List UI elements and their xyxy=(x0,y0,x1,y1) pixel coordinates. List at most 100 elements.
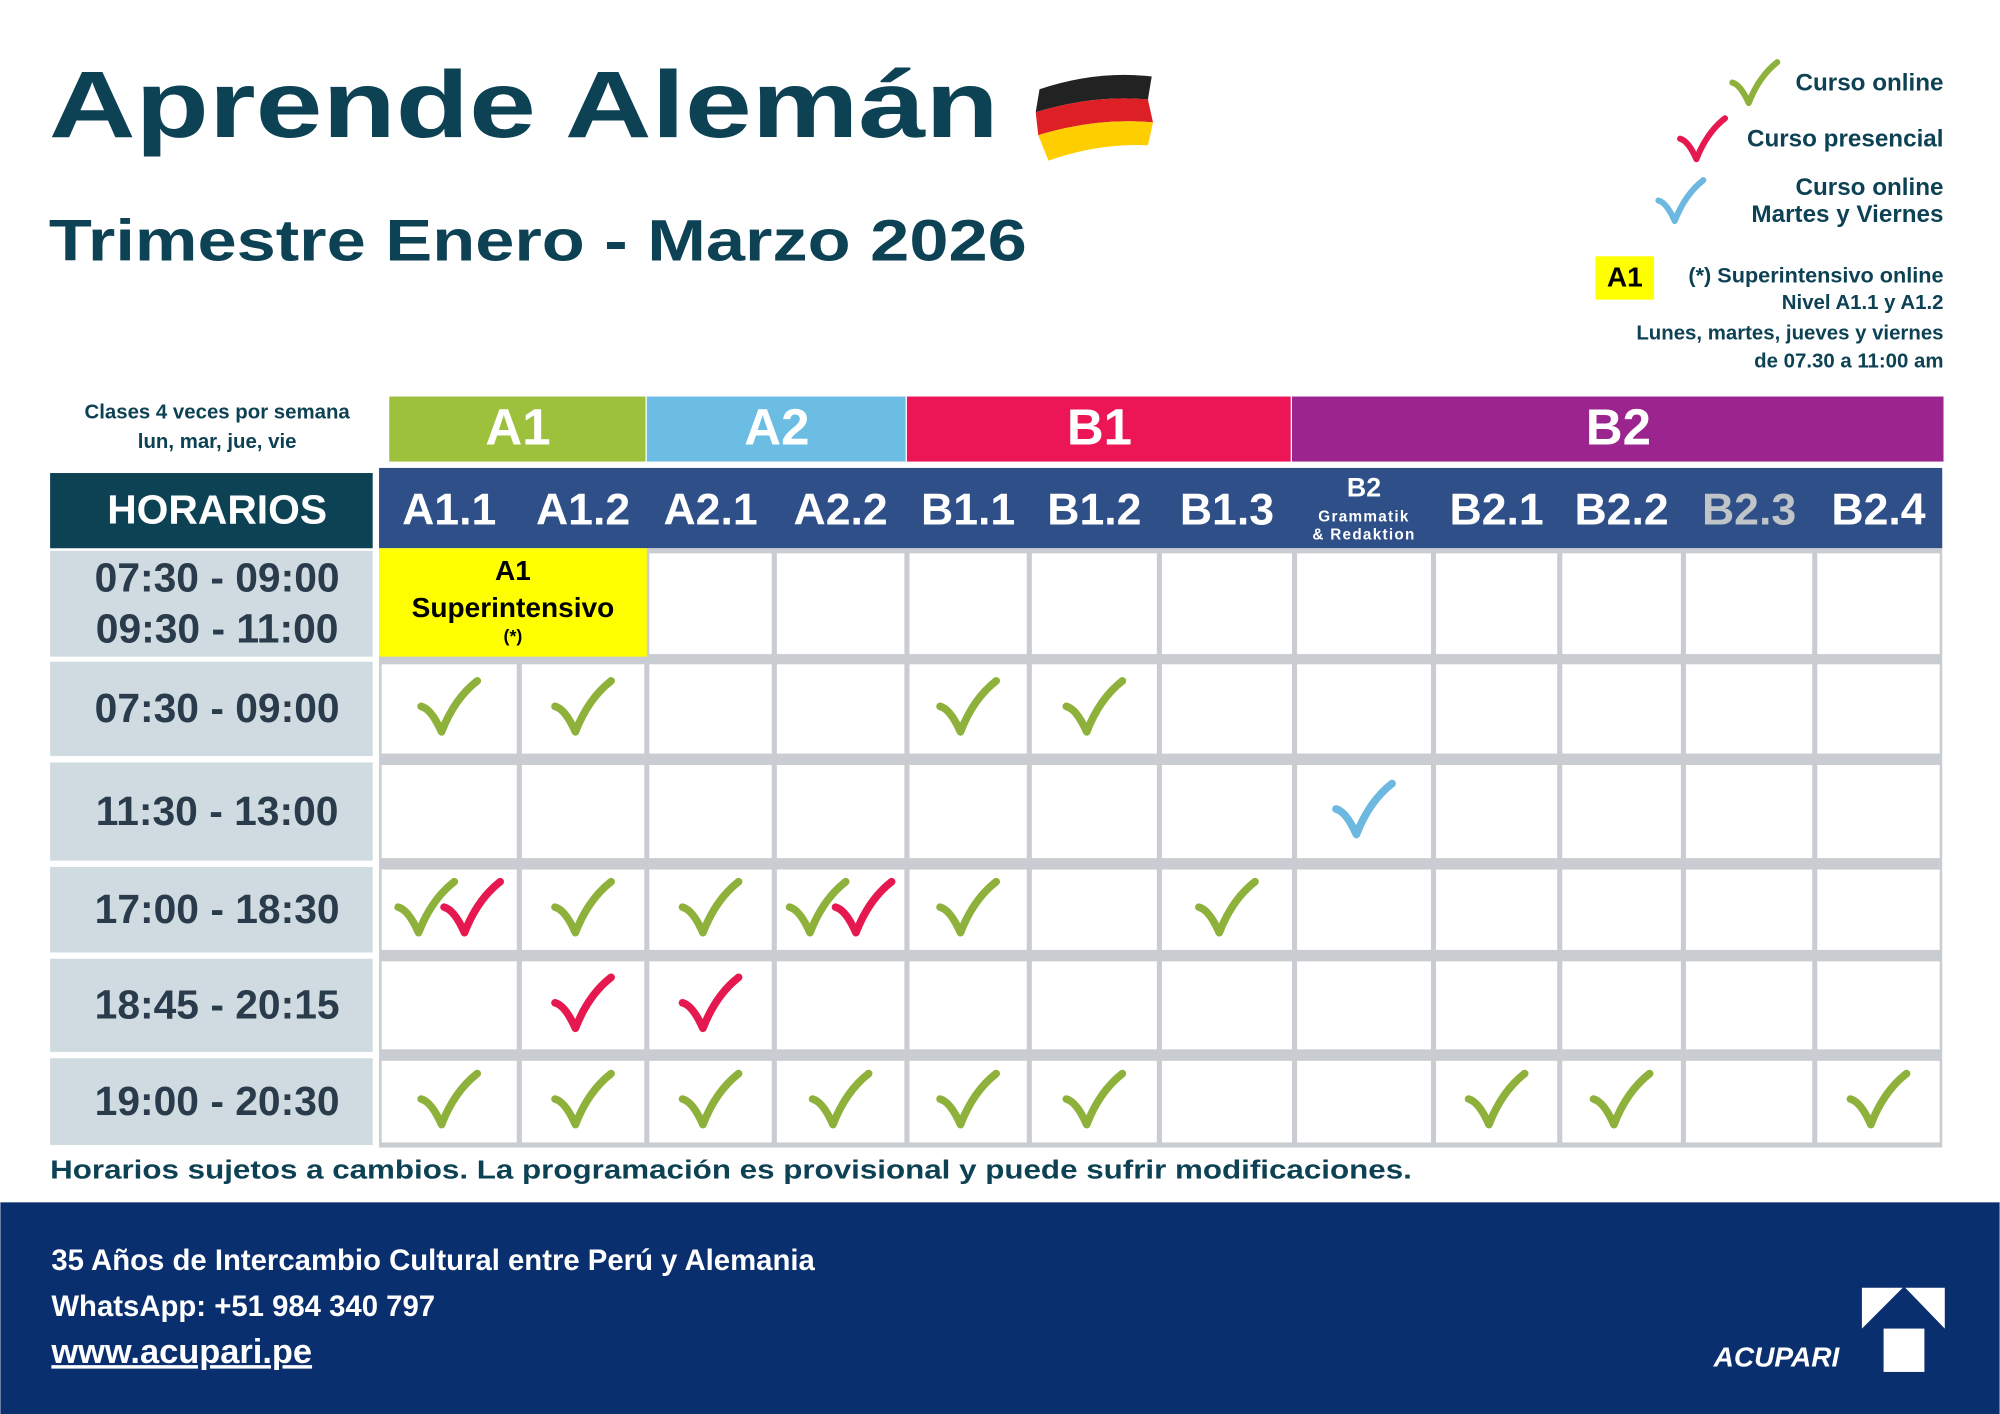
column-header-sub: Grammatik xyxy=(1318,509,1409,526)
grid-cell xyxy=(1685,664,1813,754)
grid-cell xyxy=(1685,869,1813,950)
grid-cell xyxy=(1436,664,1558,754)
column-header: B2 xyxy=(1347,473,1381,503)
grid-cell xyxy=(1436,765,1558,859)
check-mark xyxy=(936,1069,1001,1129)
time-label: 18:45 - 20:15 xyxy=(95,982,340,1028)
grid-cell xyxy=(909,553,1027,655)
column-header: B2.4 xyxy=(1831,485,1925,534)
grid-cell xyxy=(1817,869,1940,950)
time-cell xyxy=(50,762,373,861)
legend-badge xyxy=(1595,256,1655,300)
special-text: Superintensivo xyxy=(412,592,615,623)
column-header: A1.1 xyxy=(402,485,496,534)
grid-cell xyxy=(1031,553,1157,655)
column-header: B2.1 xyxy=(1450,485,1544,534)
grid-cell xyxy=(1817,765,1940,859)
column-header-sub: & Redaktion xyxy=(1312,527,1415,544)
time-label: 07:30 - 09:00 xyxy=(95,555,340,601)
time-label: 07:30 - 09:00 xyxy=(95,685,340,731)
level-band xyxy=(1291,396,1944,462)
grid-cell xyxy=(1817,961,1940,1050)
subtitle: Trimestre Enero - Marzo 2026 xyxy=(49,208,1027,273)
check-mark xyxy=(678,1069,743,1129)
special-title: A1 xyxy=(495,555,531,586)
level-label: A1 xyxy=(485,398,550,455)
grid-cell xyxy=(1436,553,1558,655)
check-mark xyxy=(551,973,615,1033)
disclaimer: Horarios sujetos a cambios. La programac… xyxy=(50,1156,1412,1184)
check-mark xyxy=(1677,115,1729,163)
logo-icon xyxy=(1861,1287,1945,1372)
grid-cell xyxy=(649,765,772,859)
check-mark xyxy=(551,877,615,937)
column-header: B1.1 xyxy=(921,485,1015,534)
time-cell xyxy=(50,1058,373,1145)
footer-band xyxy=(0,1202,2000,1414)
grid-cell xyxy=(1817,664,1940,754)
title: Aprende Alemán xyxy=(49,52,999,157)
grid-cell xyxy=(776,664,905,754)
grid-cell xyxy=(1297,1060,1431,1143)
check-mark xyxy=(678,973,743,1033)
check-mark xyxy=(1846,1069,1911,1129)
column-header: B1.3 xyxy=(1180,485,1274,534)
legend-detail: de 07.30 a 11:00 am xyxy=(1754,350,1943,372)
check-mark xyxy=(1589,1069,1654,1129)
grid-cell xyxy=(776,553,905,655)
grid-cell xyxy=(1685,961,1813,1050)
legend-detail: Lunes, martes, jueves y viernes xyxy=(1636,322,1943,344)
grid-cell xyxy=(1161,1060,1292,1143)
grid-cell xyxy=(1297,553,1431,655)
level-label: B1 xyxy=(1067,398,1132,455)
grid-cell xyxy=(649,553,772,655)
grid-cell xyxy=(381,765,517,859)
check-mark xyxy=(678,877,743,937)
grid-cell xyxy=(1562,553,1681,655)
grid-cell xyxy=(381,961,517,1050)
grid-cell xyxy=(1685,765,1813,859)
column-header: B2.3 xyxy=(1702,485,1796,534)
grid-cell xyxy=(1297,869,1431,950)
grid-cell xyxy=(1161,765,1292,859)
check-mark xyxy=(1062,1069,1127,1129)
column-header: A2.1 xyxy=(663,485,757,534)
grid-cell xyxy=(1031,869,1157,950)
grid-cell xyxy=(1817,553,1940,655)
corner-label: HORARIOS xyxy=(107,486,327,532)
column-header-band xyxy=(379,467,1943,549)
level-band xyxy=(389,396,646,462)
check-mark xyxy=(1464,1069,1529,1129)
grid-cell xyxy=(1031,961,1157,1050)
logo-text: ACUPARI xyxy=(1713,1342,1841,1373)
level-label: A2 xyxy=(744,398,809,455)
level-label: B2 xyxy=(1586,398,1651,455)
column-header: B1.2 xyxy=(1047,485,1141,534)
legend-label: Curso presencial xyxy=(1747,126,1944,153)
grid-cell xyxy=(1562,664,1681,754)
column-header: B2.2 xyxy=(1574,485,1668,534)
column-header: A1.2 xyxy=(536,485,630,534)
grid-cell xyxy=(1297,664,1431,754)
website-link[interactable]: www.acupari.pe xyxy=(50,1333,312,1371)
special-mark: (*) xyxy=(504,626,523,646)
grid-cell xyxy=(1685,553,1813,655)
table-note: Clases 4 veces por semana xyxy=(85,401,351,423)
grid-cell xyxy=(1562,961,1681,1050)
grid-cell xyxy=(649,664,772,754)
grid-cell xyxy=(1562,765,1681,859)
check-mark xyxy=(808,1069,873,1129)
grid-cell xyxy=(776,765,905,859)
check-mark xyxy=(551,1069,615,1129)
check-mark xyxy=(1062,677,1127,736)
time-cell xyxy=(50,661,373,757)
check-mark xyxy=(1195,877,1259,937)
level-band xyxy=(906,396,1291,462)
check-mark xyxy=(551,677,615,736)
time-label: 19:00 - 20:30 xyxy=(95,1078,340,1124)
grid-cell xyxy=(909,961,1027,1050)
check-mark xyxy=(1655,177,1707,225)
time-cell xyxy=(50,550,373,657)
check-mark xyxy=(1729,59,1781,107)
check-mark xyxy=(417,677,482,736)
